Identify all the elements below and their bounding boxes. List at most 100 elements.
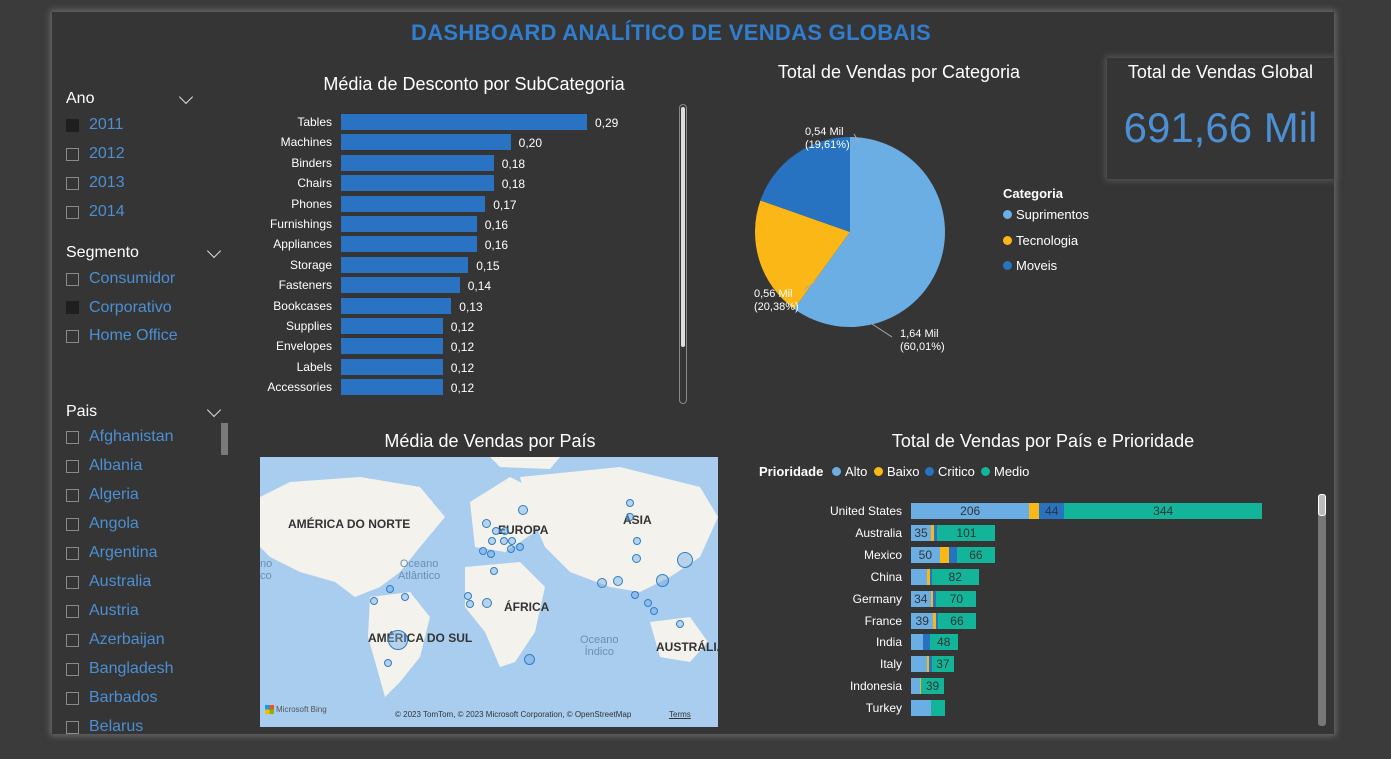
stacked-bar-segment-critico[interactable]: 44: [1039, 503, 1065, 519]
checkbox[interactable]: [66, 488, 79, 502]
map-bubble[interactable]: [466, 600, 474, 608]
chevron-down-icon[interactable]: [206, 402, 222, 418]
slicer-option[interactable]: Home Office: [66, 327, 178, 345]
slicer-option[interactable]: Bangladesh: [66, 660, 174, 678]
map-bubble[interactable]: [631, 591, 639, 599]
stacked-bar-segment-alto[interactable]: [911, 568, 928, 585]
stacked-bar-segment-medio[interactable]: 344: [1064, 503, 1262, 519]
stacked-bar-segment-critico[interactable]: [933, 524, 938, 541]
map-bubble[interactable]: [633, 537, 641, 545]
stacked-bar-segment-alto[interactable]: 35: [911, 524, 932, 541]
checkbox[interactable]: [66, 205, 79, 219]
map-terms-link[interactable]: Terms: [669, 710, 691, 719]
map-bubble[interactable]: [632, 554, 641, 563]
stacked-bar-segment-baixo[interactable]: [931, 524, 934, 541]
stacked-bar-segment-alto[interactable]: 50: [911, 546, 940, 563]
stacked-legend-item[interactable]: Baixo: [874, 464, 920, 479]
stacked-bar-segment-baixo[interactable]: [927, 568, 930, 585]
map-bubble[interactable]: [386, 585, 394, 593]
map-bubble[interactable]: [644, 599, 652, 607]
pie-legend-item[interactable]: Moveis: [1003, 258, 1057, 273]
map-bubble[interactable]: [650, 607, 658, 615]
checkbox[interactable]: [66, 691, 79, 705]
slicer-option[interactable]: Argentina: [66, 544, 158, 562]
checkbox[interactable]: [66, 272, 79, 286]
checkbox[interactable]: [66, 176, 79, 190]
discount-bar[interactable]: [341, 216, 477, 232]
stacked-bar-segment-alto[interactable]: 34: [911, 590, 931, 607]
stacked-bar-segment-baixo[interactable]: [927, 656, 929, 673]
slicer-option[interactable]: Albania: [66, 457, 142, 475]
slicer-option[interactable]: Barbados: [66, 689, 158, 707]
stacked-bar-segment-medio[interactable]: 70: [936, 590, 977, 607]
slicer-option[interactable]: Corporativo: [66, 299, 172, 317]
discount-scroll-track[interactable]: [679, 104, 687, 404]
map-bubble[interactable]: [401, 593, 409, 601]
pie-slice-tecnologia[interactable]: [755, 200, 850, 309]
map-bubble[interactable]: [479, 547, 487, 555]
discount-bar[interactable]: [341, 318, 443, 334]
map-bubble[interactable]: [384, 659, 392, 667]
stacked-legend-item[interactable]: Medio: [981, 464, 1029, 479]
map-bubble[interactable]: [487, 550, 495, 558]
slicer-option[interactable]: Austria: [66, 602, 139, 620]
checkbox[interactable]: [66, 118, 79, 132]
slicer-option[interactable]: Angola: [66, 515, 139, 533]
pie-slice-suprimentos[interactable]: [794, 137, 945, 327]
pie-legend-item[interactable]: Suprimentos: [1003, 207, 1089, 222]
stacked-bar-segment-baixo[interactable]: [939, 546, 950, 563]
stacked-bar-segment-medio[interactable]: 66: [938, 612, 976, 629]
map-bubble[interactable]: [482, 519, 491, 528]
stacked-bar-segment-critico[interactable]: [949, 546, 957, 563]
discount-bar[interactable]: [341, 358, 443, 375]
map-bubble[interactable]: [482, 598, 492, 608]
map-bubble[interactable]: [388, 630, 408, 650]
stacked-bar-segment-critico[interactable]: [933, 590, 937, 607]
map-bubble[interactable]: [370, 597, 378, 605]
map-bubble[interactable]: [626, 513, 634, 521]
chevron-down-icon[interactable]: [206, 243, 222, 259]
stacked-bar-segment-medio[interactable]: 39: [921, 678, 944, 695]
discount-bar[interactable]: [341, 256, 469, 273]
stacked-bar-segment-critico[interactable]: [923, 634, 930, 651]
stacked-scroll-thumb[interactable]: [1318, 494, 1326, 516]
slicer-option[interactable]: Australia: [66, 573, 151, 591]
map-bubble[interactable]: [501, 527, 509, 535]
sales-map[interactable]: AMÉRICA DO NORTE EUROPA ÁSIA ÁFRICA AMÉR…: [260, 457, 718, 727]
stacked-bar-segment-medio[interactable]: 37: [932, 656, 954, 673]
map-bubble[interactable]: [500, 537, 508, 545]
checkbox[interactable]: [66, 546, 79, 560]
stacked-bar-segment-baixo[interactable]: [919, 678, 922, 695]
map-bubble[interactable]: [656, 574, 669, 587]
stacked-bar-segment-baixo[interactable]: [930, 590, 934, 607]
map-bubble[interactable]: [676, 620, 684, 628]
map-bubble[interactable]: [464, 592, 472, 600]
map-bubble[interactable]: [508, 537, 516, 545]
discount-bar[interactable]: [341, 195, 486, 212]
stacked-legend-item[interactable]: Critico: [925, 464, 975, 479]
map-bubble[interactable]: [488, 537, 496, 545]
stacked-legend-item[interactable]: Alto: [832, 464, 867, 479]
slicer-option[interactable]: Algeria: [66, 486, 139, 504]
map-bubble[interactable]: [613, 576, 623, 586]
stacked-bar-segment-alto[interactable]: [911, 700, 931, 717]
map-bubble[interactable]: [507, 545, 515, 553]
slicer-option[interactable]: 2012: [66, 145, 125, 163]
stacked-bar-segment-medio[interactable]: [930, 700, 945, 717]
discount-bar[interactable]: [341, 277, 460, 294]
map-bubble[interactable]: [518, 505, 528, 515]
pais-scrollbar[interactable]: [221, 423, 228, 455]
map-bubble[interactable]: [524, 654, 535, 665]
map-bubble[interactable]: [492, 527, 500, 535]
slicer-option[interactable]: 2014: [66, 203, 125, 221]
checkbox[interactable]: [66, 147, 79, 161]
stacked-scroll-track[interactable]: [1318, 494, 1326, 726]
map-bubble[interactable]: [677, 552, 693, 568]
chevron-down-icon[interactable]: [178, 89, 194, 105]
stacked-bar-segment-alto[interactable]: [911, 678, 920, 695]
stacked-bar-segment-critico[interactable]: [935, 612, 938, 629]
checkbox[interactable]: [66, 575, 79, 589]
stacked-bar-segment-alto[interactable]: [911, 656, 928, 673]
stacked-bar-segment-medio[interactable]: 101: [937, 524, 996, 541]
discount-bar[interactable]: [341, 236, 477, 253]
